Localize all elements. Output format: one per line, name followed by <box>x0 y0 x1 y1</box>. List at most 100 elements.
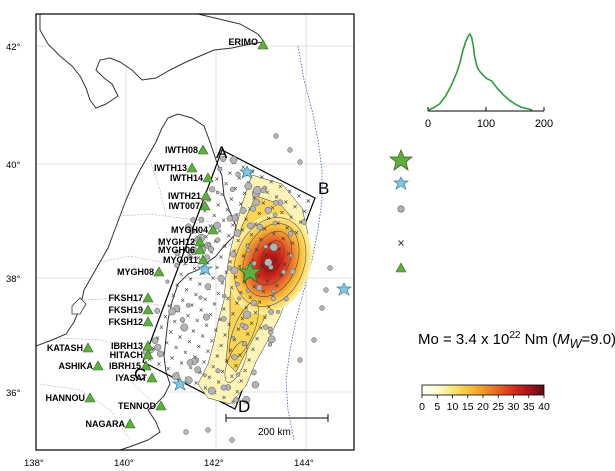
subfault-cross-icon <box>270 205 275 210</box>
subfault-cross-icon <box>224 270 229 275</box>
aftershock-circle <box>179 317 185 323</box>
station-label: ASHIKA <box>58 361 93 371</box>
subfault-cross-icon <box>238 202 243 206</box>
aftershock-circle <box>180 323 189 332</box>
fault-corner-label: B <box>318 179 329 198</box>
aftershock-circle <box>233 397 239 403</box>
subfault-cross-icon <box>157 362 161 366</box>
subfault-cross-icon <box>174 345 178 350</box>
aftershock-circle <box>297 357 303 363</box>
station-triangle-icon <box>82 342 94 353</box>
aftershock-circle <box>287 147 293 153</box>
station-label: MYGH12 <box>158 237 195 247</box>
subfault-cross-icon <box>225 296 230 301</box>
aftershock-circle <box>247 222 254 230</box>
subfault-cross-icon <box>183 261 187 266</box>
aftershock-circle <box>260 187 266 194</box>
aftershock-circle <box>187 254 193 261</box>
aftershock-circle <box>221 293 227 299</box>
station-label: HITACH <box>110 350 143 360</box>
subfault-cross-icon <box>186 313 190 318</box>
cyan-star-icon <box>171 377 189 391</box>
stf-series-line <box>427 32 533 111</box>
subfault-cross-icon <box>228 171 232 175</box>
sado-island <box>71 297 87 315</box>
subfault-cross-icon <box>230 374 234 379</box>
station-triangle-icon <box>197 144 209 155</box>
aftershock-circle <box>215 190 220 195</box>
subfault-cross-icon <box>252 284 257 289</box>
aftershock-circle <box>202 373 207 378</box>
subfault-cross-icon <box>212 302 217 306</box>
subfault-cross-icon <box>170 356 174 360</box>
aftershock-circle <box>220 384 227 391</box>
aftershock-circle <box>251 260 257 266</box>
aftershock-circle <box>231 335 235 340</box>
subfault-cross-icon <box>228 348 233 353</box>
subfault-cross-icon <box>265 190 270 195</box>
subfault-cross-icon <box>239 290 243 295</box>
subfault-cross-icon <box>211 364 216 369</box>
station-triangle-icon <box>142 292 154 303</box>
subfault-cross-icon <box>236 327 241 331</box>
subfault-cross-icon <box>223 333 227 337</box>
subfault-cross-icon <box>172 319 177 324</box>
subfault-cross-icon <box>163 314 168 319</box>
aftershock-circle <box>235 171 241 177</box>
subfault-cross-icon <box>215 265 219 270</box>
aftershock-circle <box>245 243 250 248</box>
station-label: IWT007 <box>168 201 200 211</box>
station-label: IYASAT <box>115 373 147 383</box>
subfault-cross-icon <box>211 276 215 280</box>
subfault-cross-icon <box>249 232 254 237</box>
subfault-cross-icon <box>198 282 202 286</box>
subfault-cross-icon <box>203 386 208 390</box>
subfault-cross-icon <box>191 329 196 333</box>
latitude-labels: 42° 40° 38° 36° <box>6 42 21 399</box>
aftershock-circle <box>262 324 269 330</box>
aftershock-circle <box>217 166 222 172</box>
subfault-cross-icon <box>260 175 264 179</box>
subfault-cross-icon <box>167 304 172 308</box>
aftershock-circle <box>289 268 296 275</box>
subfault-cross-icon <box>247 358 251 362</box>
subfault-cross-icon <box>262 227 267 231</box>
subfault-cross-icon <box>248 295 253 300</box>
cyan-star-icon <box>196 262 214 276</box>
subfault-cross-icon <box>227 233 231 238</box>
station-triangle-icon <box>207 224 219 235</box>
subfault-cross-icon <box>179 361 184 365</box>
aftershock-circle <box>235 281 240 287</box>
aftershock-circle <box>237 296 241 301</box>
colorbar-bar <box>421 384 545 396</box>
slip-colorbar: 0 5 10 15 20 25 30 35 40 <box>419 384 550 413</box>
aftershock-circle <box>215 368 221 374</box>
subfault-cross-icon <box>293 204 297 209</box>
aftershock-circle <box>256 223 264 231</box>
lon-label: 142° <box>204 458 224 469</box>
aftershock-circle <box>268 326 273 331</box>
station-triangle-icon <box>142 316 154 327</box>
subfault-cross-icon <box>235 389 240 394</box>
subfault-cross-icon <box>297 194 301 198</box>
aftershock-circle <box>272 220 278 226</box>
aftershock-circle <box>151 337 159 344</box>
station-label: IWTH13 <box>154 163 187 173</box>
lon-label: 138° <box>24 458 44 469</box>
aftershock-circle <box>154 343 162 351</box>
honshu-coastline <box>36 113 237 450</box>
subfault-cross-icon <box>253 310 258 315</box>
subfault-cross-icon <box>212 213 217 218</box>
station-triangle-icon <box>142 304 154 315</box>
station-label: FKSH17 <box>108 293 143 303</box>
subfault-cross-icon <box>194 292 198 297</box>
station-triangle-icon <box>142 349 154 360</box>
aftershock-circle <box>226 215 234 222</box>
aftershock-circle <box>272 212 278 218</box>
station-label: FKSH12 <box>108 317 143 327</box>
subfault-cross-icon <box>294 230 299 235</box>
aftershock-circle <box>217 274 225 282</box>
aftershock-circle <box>267 342 273 347</box>
subfault-cross-icon <box>219 255 223 259</box>
